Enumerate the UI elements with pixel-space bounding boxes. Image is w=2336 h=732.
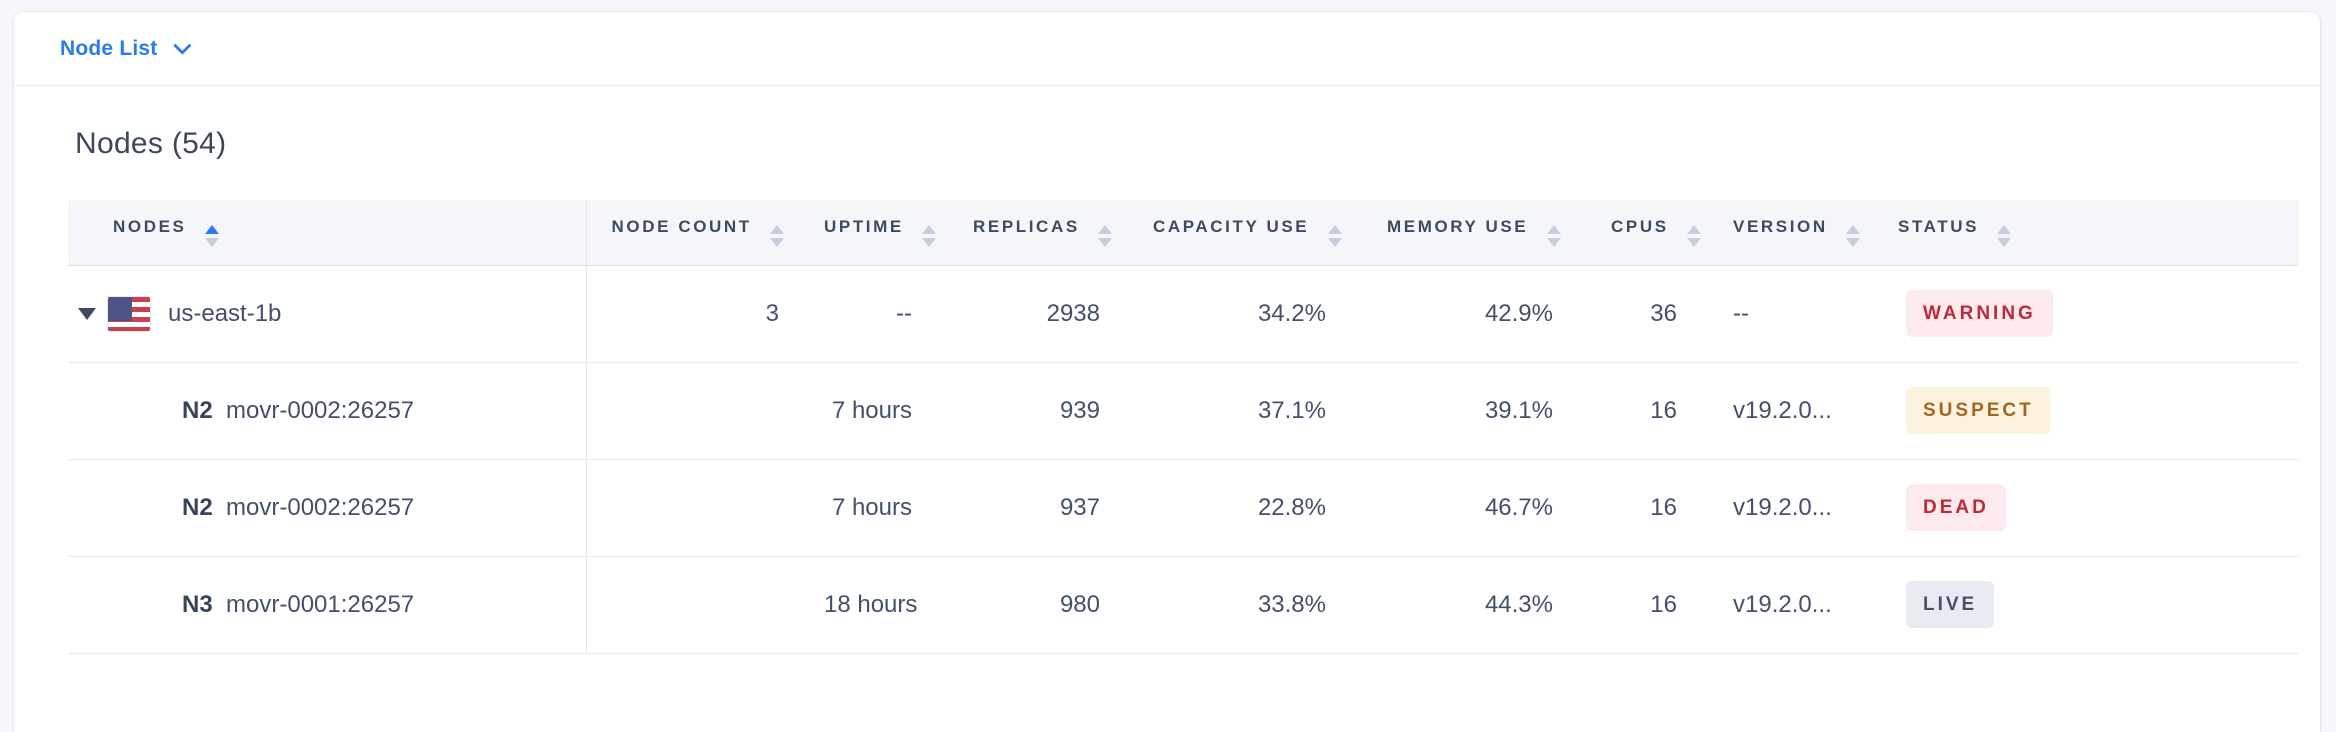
replicas-cell: 980 [973, 556, 1153, 654]
region-name: us-east-1b [168, 299, 282, 327]
node-name-cell: N2 movr-0002:26257 [68, 362, 587, 460]
sort-icon [1686, 225, 1701, 248]
capacity-use-cell: 34.2% [1153, 265, 1387, 363]
node-count-cell: 3 [586, 265, 824, 363]
chevron-down-icon [173, 36, 193, 55]
column-header-node-count[interactable]: NODE COUNT [586, 200, 824, 266]
column-header-label: VERSION [1733, 217, 1828, 237]
node-id: N2 [182, 396, 220, 424]
memory-use-cell: 42.9% [1387, 265, 1611, 363]
us-flag-icon [108, 296, 150, 331]
column-header-status[interactable]: STATUS [1898, 200, 2299, 266]
uptime-cell: 18 hours [824, 556, 973, 654]
capacity-use-cell: 37.1% [1153, 362, 1387, 460]
view-selector-bar: Node List [14, 12, 2320, 86]
uptime-cell: 7 hours [824, 459, 973, 557]
status-badge: LIVE [1906, 581, 1995, 628]
node-address: movr-0002:26257 [226, 493, 415, 521]
node-count-cell [586, 362, 824, 460]
version-cell: v19.2.0... [1733, 362, 1898, 460]
collapse-region-icon[interactable] [78, 304, 96, 324]
view-selector-label: Node List [60, 36, 158, 60]
memory-use-cell: 39.1% [1387, 362, 1611, 460]
page-title: Nodes (54) [75, 127, 227, 160]
column-header-label: MEMORY USE [1387, 217, 1529, 237]
node-name-cell: N2 movr-0002:26257 [68, 459, 587, 557]
column-header-capacity-use[interactable]: CAPACITY USE [1153, 200, 1387, 266]
table-header-row: NODES NODE COUNT UPTIME REPLICAS [68, 200, 2299, 266]
node-list-card: Node List Nodes (54) NODES NODE COUNT [14, 12, 2320, 732]
column-header-label: CPUS [1611, 217, 1669, 237]
nodes-table: NODES NODE COUNT UPTIME REPLICAS [68, 200, 2299, 654]
column-header-label: STATUS [1898, 217, 1980, 237]
replicas-cell: 2938 [973, 265, 1153, 363]
version-cell: v19.2.0... [1733, 459, 1898, 557]
cpus-cell: 16 [1611, 556, 1733, 654]
cpus-cell: 16 [1611, 362, 1733, 460]
region-row[interactable]: us-east-1b 3 -- 2938 34.2% 42.9% 36 -- W… [68, 265, 2299, 363]
capacity-use-cell: 33.8% [1153, 556, 1387, 654]
column-header-label: NODES [113, 217, 187, 237]
cpus-cell: 16 [1611, 459, 1733, 557]
region-cell: us-east-1b [68, 296, 586, 331]
column-header-memory-use[interactable]: MEMORY USE [1387, 200, 1611, 266]
column-header-cpus[interactable]: CPUS [1611, 200, 1733, 266]
node-row[interactable]: N2 movr-0002:26257 7 hours 939 37.1% 39.… [68, 362, 2299, 460]
status-badge: SUSPECT [1906, 387, 2051, 434]
sort-icon [1997, 225, 2012, 248]
node-row[interactable]: N2 movr-0002:26257 7 hours 937 22.8% 46.… [68, 459, 2299, 557]
column-header-label: REPLICAS [973, 217, 1080, 237]
uptime-cell: 7 hours [824, 362, 973, 460]
view-selector[interactable]: Node List [60, 36, 193, 61]
column-header-nodes[interactable]: NODES [68, 200, 587, 266]
sort-icon-active [204, 225, 219, 248]
node-count-cell [586, 459, 824, 557]
memory-use-cell: 44.3% [1387, 556, 1611, 654]
sort-icon [1546, 225, 1561, 248]
replicas-cell: 937 [973, 459, 1153, 557]
content: Nodes (54) NODES NODE COUNT [14, 127, 2320, 654]
status-badge: WARNING [1906, 290, 2053, 337]
cpus-cell: 36 [1611, 265, 1733, 363]
node-address: movr-0002:26257 [226, 396, 415, 424]
uptime-cell: -- [824, 265, 973, 363]
node-address: movr-0001:26257 [226, 590, 415, 618]
replicas-cell: 939 [973, 362, 1153, 460]
status-badge: DEAD [1906, 484, 2006, 531]
sort-icon [1846, 225, 1861, 248]
column-header-version[interactable]: VERSION [1733, 200, 1898, 266]
column-header-label: NODE COUNT [611, 217, 752, 237]
memory-use-cell: 46.7% [1387, 459, 1611, 557]
sort-icon [922, 225, 937, 248]
column-header-uptime[interactable]: UPTIME [824, 200, 973, 266]
node-id: N2 [182, 493, 220, 521]
node-row[interactable]: N3 movr-0001:26257 18 hours 980 33.8% 44… [68, 556, 2299, 654]
version-cell: v19.2.0... [1733, 556, 1898, 654]
column-header-label: UPTIME [824, 217, 904, 237]
node-name-cell: N3 movr-0001:26257 [68, 556, 587, 654]
node-id: N3 [182, 590, 220, 618]
sort-icon [770, 225, 785, 248]
capacity-use-cell: 22.8% [1153, 459, 1387, 557]
sort-icon [1327, 225, 1342, 248]
sort-icon [1098, 225, 1113, 248]
column-header-label: CAPACITY USE [1153, 217, 1310, 237]
column-header-replicas[interactable]: REPLICAS [973, 200, 1153, 266]
node-count-cell [586, 556, 824, 654]
version-cell: -- [1733, 265, 1898, 363]
